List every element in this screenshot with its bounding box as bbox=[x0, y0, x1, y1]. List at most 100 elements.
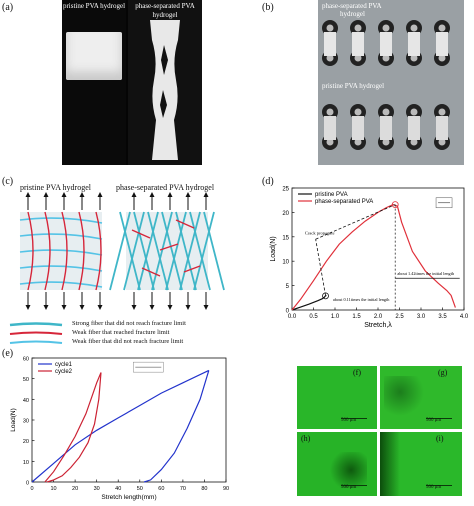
weak-fiber bbox=[19, 281, 103, 288]
x-tick-label: 2.0 bbox=[374, 314, 383, 320]
y-tick-label: 0 bbox=[26, 481, 29, 487]
strong-fiber bbox=[165, 211, 187, 291]
y-tick-label: 10 bbox=[282, 260, 289, 266]
y-tick-label: 0 bbox=[286, 309, 290, 315]
weak-fiber bbox=[19, 233, 103, 240]
stretch-short-annotation: about 0.11times the initial length bbox=[333, 297, 390, 302]
y-tick-label: 25 bbox=[282, 187, 289, 193]
panel-d-label: (d) bbox=[262, 176, 274, 187]
micrograph-f: (f) 500 μm bbox=[297, 366, 377, 429]
fractured-fiber bbox=[95, 211, 102, 291]
y-tick-label: 20 bbox=[282, 211, 289, 217]
chart-e: 0 10 20 30 40 50 60 70 80 900102030405060Stretch … bbox=[10, 357, 229, 502]
x-tick-label: 1.5 bbox=[352, 314, 361, 320]
x-tick-label: 2.5 bbox=[395, 314, 404, 320]
scalebar-h: 500 μm bbox=[341, 485, 357, 490]
y-axis-label: Load(N) bbox=[10, 408, 17, 431]
series-pristine-line bbox=[291, 294, 327, 311]
chart-d: 0.0 0.5 1.0 1.5 2.0 2.5 3.0 3.5 4.0 0 5 10 15 20 25 Str… bbox=[270, 187, 469, 330]
c-right-title: phase-separated PVA hydrogel bbox=[116, 183, 215, 192]
crack-annotation: Crack propagate bbox=[305, 230, 335, 235]
x-axis-label: Stretch,λ bbox=[364, 322, 392, 329]
fractured-fiber bbox=[131, 229, 151, 239]
x-tick-label: 70 bbox=[180, 486, 186, 492]
b-top-caption-2: hydrogel bbox=[340, 10, 365, 18]
strong-fiber bbox=[189, 211, 211, 291]
gel-strip bbox=[352, 32, 364, 56]
phase-separated-sample-photo bbox=[128, 0, 202, 165]
legend-strong-fiber-swatch bbox=[9, 322, 63, 327]
x-tick-label: 80 bbox=[201, 486, 207, 492]
micrograph-h: (h) 500 μm bbox=[297, 432, 377, 496]
gel-strip bbox=[436, 116, 448, 140]
panel-a-photo: pristine PVA hydrogel phase-separated PV… bbox=[62, 0, 202, 165]
x-tick-label: 1.0 bbox=[331, 314, 340, 320]
strong-fiber bbox=[133, 211, 155, 291]
c-left-title: pristine PVA hydrogel bbox=[20, 183, 91, 192]
micrograph-i: (i) 500 μm bbox=[380, 432, 462, 496]
micrograph-g: (g) 500 μm bbox=[380, 366, 462, 429]
x-tick-label: 30 bbox=[94, 486, 100, 492]
fractured-fiber bbox=[44, 211, 51, 291]
fractured-fiber bbox=[159, 243, 179, 251]
fractured-fiber bbox=[61, 211, 68, 291]
phase-separated-caption-2: hydrogel bbox=[152, 11, 178, 19]
x-tick-label: 0.0 bbox=[288, 314, 297, 320]
strong-fiber bbox=[161, 211, 183, 291]
fiber-legend-swatches bbox=[9, 322, 63, 344]
micrograph-i-label: (i) bbox=[436, 434, 444, 443]
legend-strong-fiber-text: Strong fiber that did not reach fracture… bbox=[72, 320, 186, 327]
strong-fiber bbox=[109, 211, 131, 291]
gel-strip bbox=[324, 32, 336, 56]
x-tick-label: 0.5 bbox=[309, 314, 318, 320]
peak-marker bbox=[391, 201, 399, 208]
cycle1-loading-line bbox=[31, 369, 210, 483]
micrograph-f-label: (f) bbox=[353, 368, 361, 377]
gel-strip bbox=[352, 116, 364, 140]
x-tick-label: 20 bbox=[72, 486, 78, 492]
fractured-fiber bbox=[183, 265, 201, 273]
gel-strip bbox=[436, 32, 448, 56]
y-tick-label: 10 bbox=[23, 460, 29, 466]
micrograph-h-label: (h) bbox=[301, 434, 311, 443]
pristine-caption: pristine PVA hydrogel bbox=[62, 2, 126, 10]
legend-entry: cycle2 bbox=[55, 369, 73, 375]
series-phase-separated-line bbox=[291, 203, 456, 311]
panel-a-label: (a) bbox=[2, 2, 14, 13]
y-tick-label: 20 bbox=[23, 439, 29, 445]
tensile-grips-photo bbox=[318, 0, 464, 165]
legend-weak-fractured-swatch bbox=[9, 331, 63, 335]
panel-c-label: (c) bbox=[2, 176, 14, 187]
y-axis-label: Load(N) bbox=[270, 236, 277, 261]
fractured-fiber bbox=[141, 267, 161, 277]
x-tick-label: 50 bbox=[137, 486, 143, 492]
cycle1-unloading-line bbox=[143, 370, 210, 483]
x-axis-label: Stretch length(mm) bbox=[101, 494, 156, 501]
gel-strip bbox=[324, 116, 336, 140]
fiber-network-schematic bbox=[19, 192, 225, 310]
pristine-sample-photo bbox=[62, 0, 126, 165]
legend-weak-intact-text: Weak fiber that did not reach fracture l… bbox=[72, 338, 184, 345]
scalebar-i: 500 μm bbox=[426, 485, 442, 490]
x-tick-label: 40 bbox=[115, 486, 121, 492]
cycle2-unloading-line bbox=[46, 372, 102, 483]
strong-fiber bbox=[147, 211, 169, 291]
strong-fiber bbox=[119, 211, 141, 291]
legend-entry: cycle1 bbox=[55, 362, 73, 368]
fractured-fiber bbox=[78, 211, 85, 291]
x-tick-label: 4.0 bbox=[460, 314, 469, 320]
y-tick-label: 60 bbox=[23, 357, 29, 363]
x-tick-label: 60 bbox=[158, 486, 164, 492]
x-tick-label: 90 bbox=[223, 486, 229, 492]
panel-e-label: (e) bbox=[2, 348, 14, 359]
b-top-caption-1: phase-separated PVA bbox=[322, 2, 382, 10]
phase-separated-caption-1: phase-separated PVA bbox=[135, 2, 195, 10]
strong-fiber bbox=[175, 211, 197, 291]
strong-fiber bbox=[179, 211, 201, 291]
fracture-marker bbox=[322, 292, 329, 300]
crack-dashed-line bbox=[315, 239, 326, 296]
x-tick-label: 3.0 bbox=[417, 314, 426, 320]
legend-weak-fractured-text: Weak fiber that reached fracture limit bbox=[72, 329, 170, 336]
gel-strip bbox=[408, 32, 420, 56]
cycle2-loading-line bbox=[44, 372, 102, 483]
